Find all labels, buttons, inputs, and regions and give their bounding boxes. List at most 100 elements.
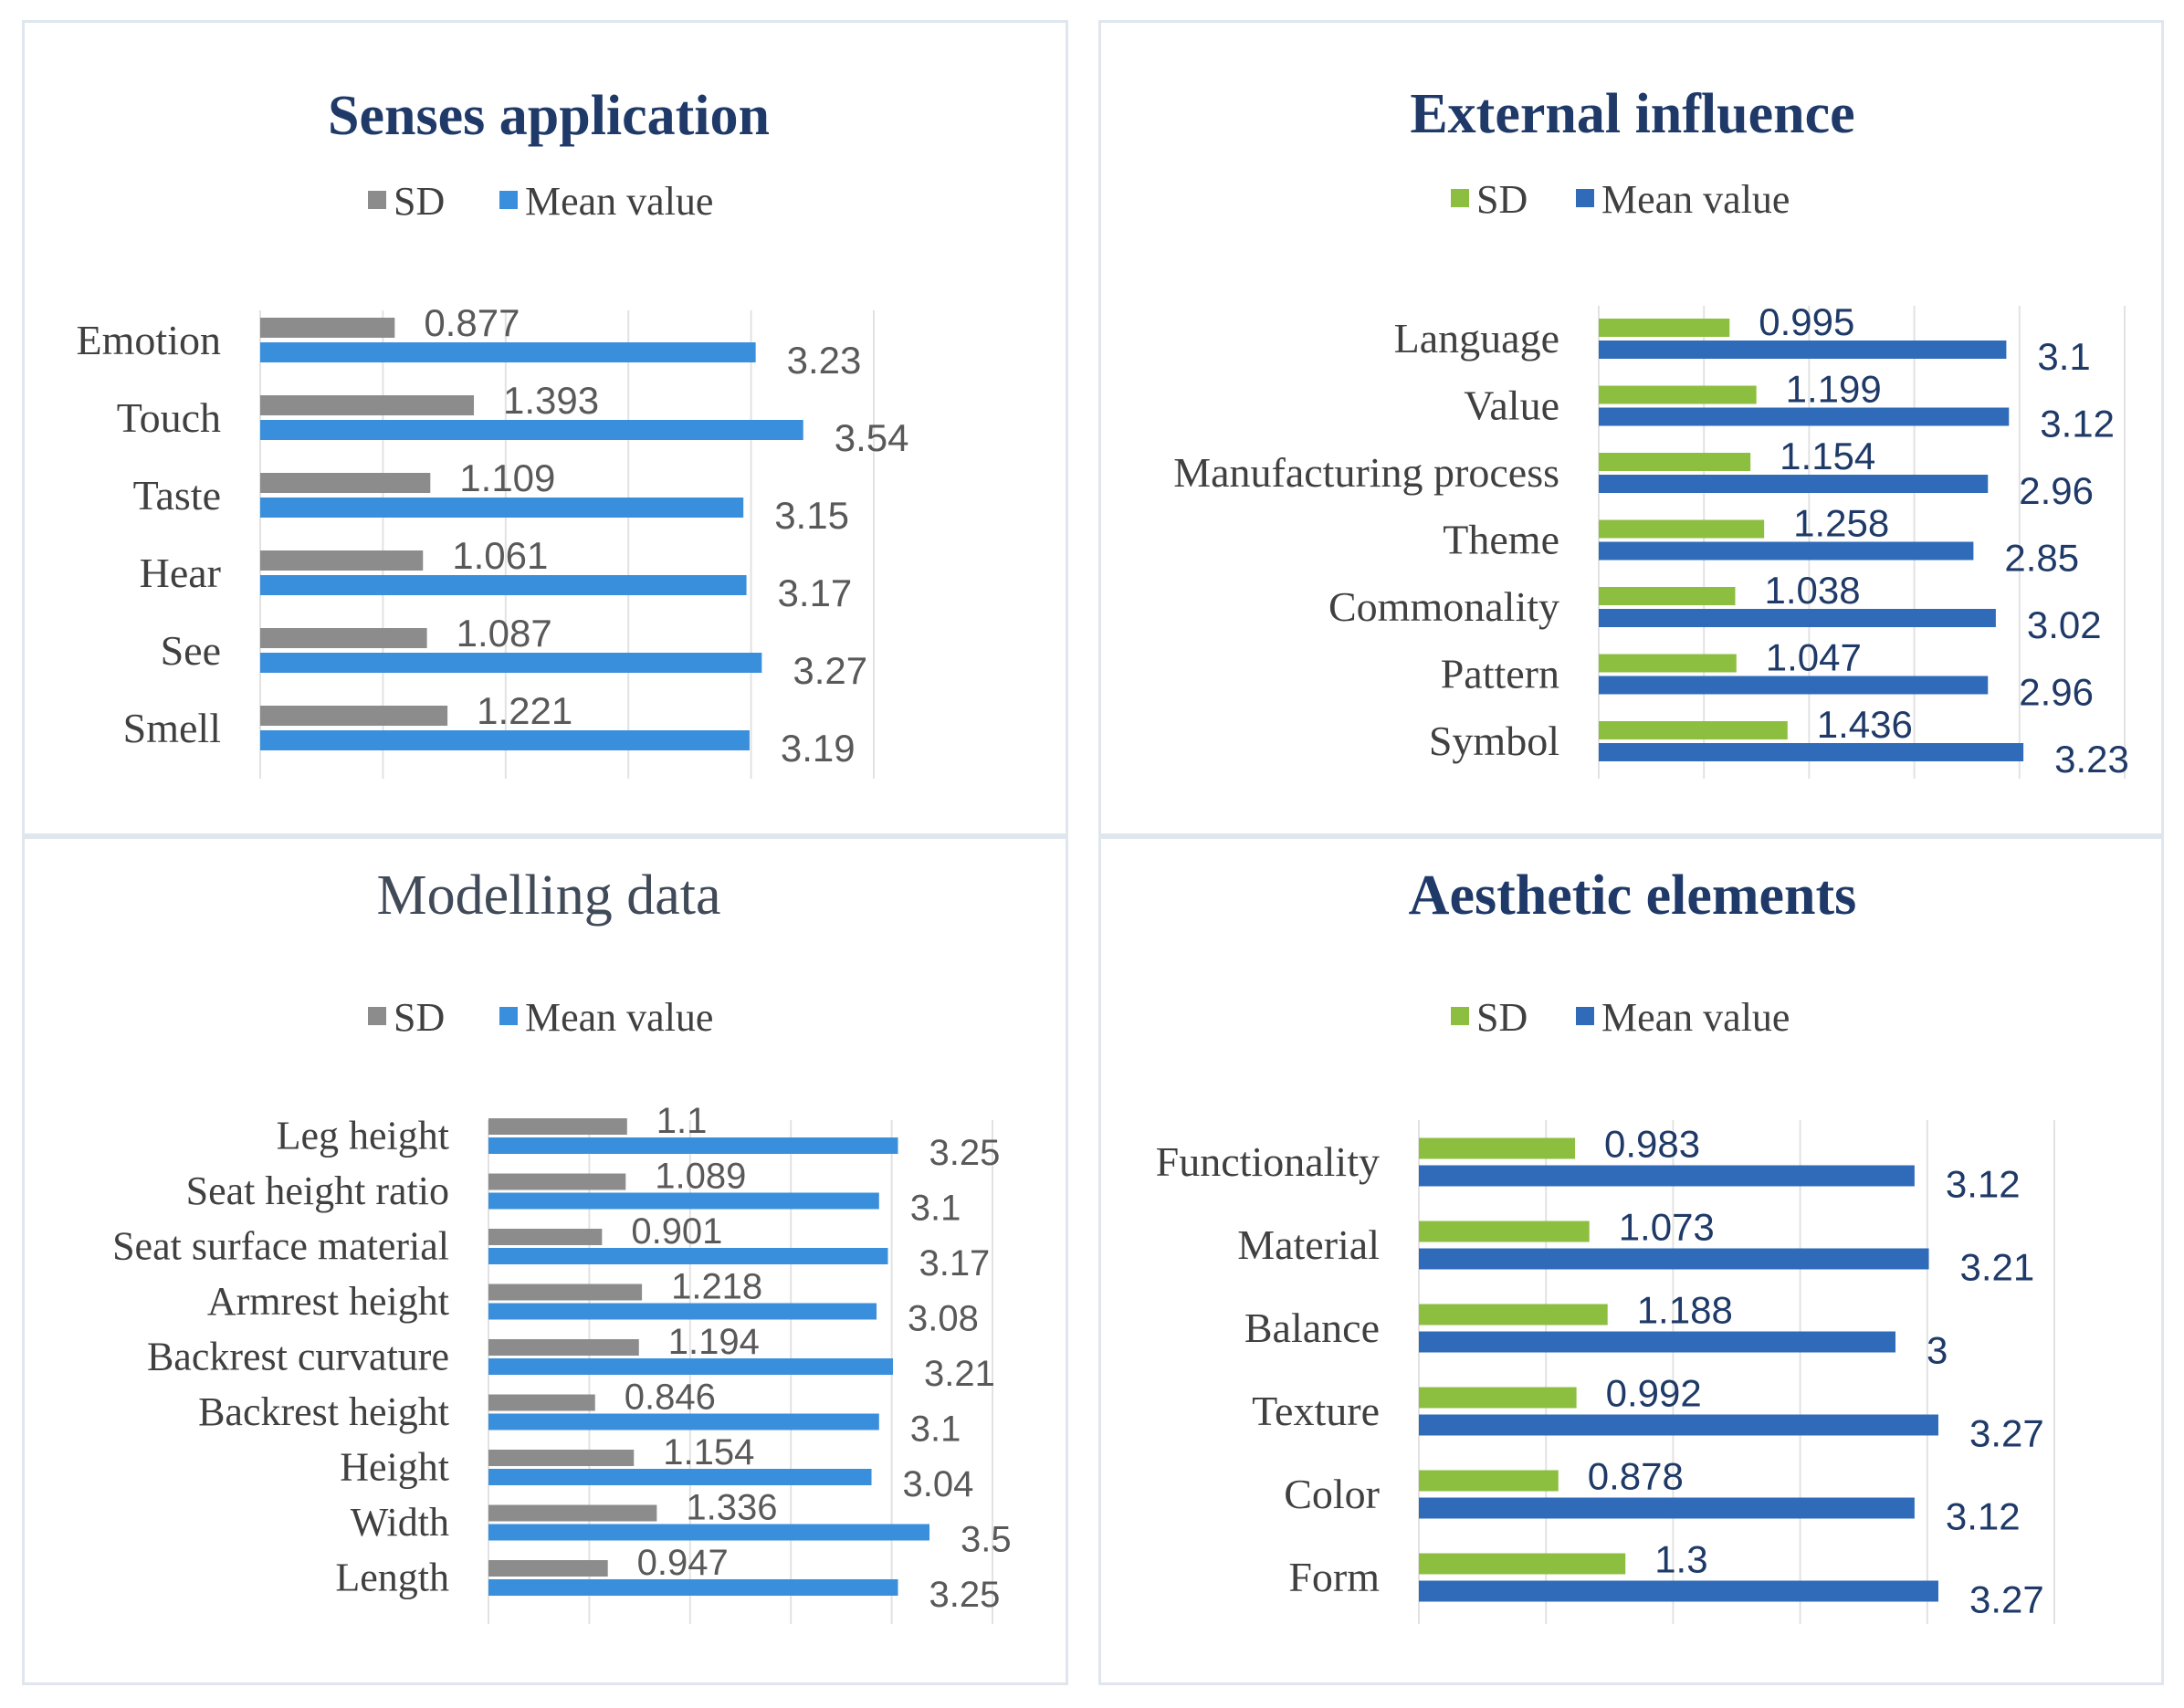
data-label-sd: 0.846: [625, 1378, 716, 1418]
data-label-mean-value: 3.23: [2054, 738, 2129, 781]
category-label: Leg height: [277, 1114, 449, 1158]
chart-external-influence: External influence SD Mean value Language 0.…: [1098, 20, 2164, 836]
data-label-sd: 0.983: [1604, 1123, 1700, 1166]
bar-mean-value: [1599, 743, 2023, 761]
bar-sd: [1419, 1138, 1575, 1159]
bar-sd: [260, 706, 447, 726]
data-label-mean-value: 3.1: [910, 1189, 961, 1229]
bar-sd: [1599, 386, 1757, 404]
data-label-mean-value: 3.23: [787, 339, 862, 382]
bar-mean-value: [1599, 341, 2006, 359]
category-label: See: [161, 627, 221, 674]
data-label-sd: 1.109: [459, 456, 555, 499]
data-label-mean-value: 3.27: [1969, 1412, 2044, 1455]
data-label-mean-value: 3.27: [793, 649, 867, 692]
bar-sd: [1419, 1305, 1608, 1326]
data-label-mean-value: 3.21: [924, 1354, 995, 1394]
data-label-mean-value: 2.96: [2019, 469, 2094, 512]
data-label-mean-value: 3.15: [774, 494, 849, 537]
bar-mean-value: [488, 1248, 887, 1264]
data-label-sd: 1.218: [671, 1267, 762, 1307]
data-label-mean-value: 2.96: [2019, 671, 2094, 714]
category-label: Symbol: [1429, 718, 1559, 764]
bar-sd: [488, 1229, 602, 1245]
legend-swatch-sd: [368, 191, 386, 209]
data-label-sd: 1.258: [1793, 502, 1889, 545]
data-label-sd: 1.038: [1764, 569, 1860, 612]
bar-mean-value: [1599, 676, 1988, 695]
category-label: Taste: [133, 472, 221, 519]
bar-sd: [1599, 655, 1737, 673]
bar-sd: [1419, 1554, 1625, 1575]
chart-title: Modelling data: [376, 864, 720, 927]
legend-label-mean-value: Mean value: [525, 179, 713, 224]
bar-mean-value: [1419, 1166, 1915, 1187]
data-label-sd: 1.061: [452, 534, 548, 577]
bar-mean-value: [1419, 1498, 1915, 1519]
data-label-sd: 0.947: [637, 1543, 729, 1583]
bar-mean-value: [260, 498, 743, 518]
bar-sd: [260, 550, 423, 571]
data-label-sd: 1.154: [663, 1432, 754, 1472]
bar-mean-value: [1419, 1249, 1929, 1270]
data-label-sd: 1.154: [1780, 435, 1875, 477]
data-label-mean-value: 3.1: [2037, 335, 2090, 378]
bar-sd: [1599, 721, 1788, 739]
category-label: Balance: [1244, 1305, 1380, 1351]
category-label: Material: [1237, 1221, 1380, 1268]
category-label: Language: [1394, 315, 1559, 362]
bar-mean-value: [488, 1414, 879, 1430]
category-label: Functionality: [1156, 1138, 1380, 1185]
bar-mean-value: [1419, 1581, 1938, 1602]
category-label: Backrest height: [198, 1389, 449, 1434]
bar-mean-value: [488, 1137, 898, 1154]
legend-label-mean-value: Mean value: [525, 995, 713, 1040]
data-label-mean-value: 3.12: [1946, 1163, 2021, 1206]
bar-sd: [1599, 453, 1750, 471]
legend-swatch-mean-value: [1576, 1007, 1594, 1025]
chart-canvas: Aesthetic elements SD Mean value Functional…: [1101, 839, 2167, 1688]
data-label-mean-value: 3.19: [781, 727, 856, 770]
bar-sd: [1419, 1388, 1577, 1409]
legend-swatch-sd: [368, 1007, 386, 1025]
data-label-mean-value: 3.25: [929, 1575, 1001, 1615]
data-label-sd: 1.393: [503, 379, 599, 422]
chart-senses-application: Senses application SD Mean value Emotion 0.8…: [22, 20, 1068, 836]
data-label-mean-value: 3.04: [903, 1464, 974, 1504]
chart-aesthetic-elements: Aesthetic elements SD Mean value Functional…: [1098, 836, 2164, 1685]
legend-swatch-sd: [1451, 189, 1469, 207]
data-label-sd: 0.995: [1759, 300, 1854, 343]
data-label-mean-value: 3.25: [929, 1133, 1001, 1173]
data-label-mean-value: 3.17: [919, 1243, 990, 1284]
data-label-sd: 1.3: [1654, 1538, 1707, 1581]
data-label-mean-value: 2.85: [2004, 537, 2079, 580]
legend-label-sd: SD: [394, 995, 445, 1040]
category-label: Form: [1288, 1554, 1380, 1600]
bar-sd: [488, 1339, 639, 1356]
category-label: Hear: [140, 550, 221, 596]
chart-canvas: External influence SD Mean value Language 0.…: [1101, 23, 2167, 839]
bar-sd: [1419, 1471, 1559, 1492]
bar-mean-value: [488, 1304, 877, 1320]
data-label-mean-value: 3.1: [910, 1409, 961, 1450]
category-label: Texture: [1252, 1388, 1380, 1434]
bar-mean-value: [260, 575, 747, 595]
bar-sd: [488, 1560, 608, 1577]
category-label: Theme: [1443, 517, 1559, 563]
data-label-mean-value: 3.21: [1960, 1246, 2035, 1289]
bar-mean-value: [488, 1579, 898, 1596]
legend-label-mean-value: Mean value: [1601, 995, 1790, 1040]
data-label-sd: 1.087: [457, 612, 552, 655]
data-label-mean-value: 3.12: [2040, 403, 2115, 445]
category-label: Color: [1284, 1471, 1380, 1517]
data-label-sd: 0.878: [1588, 1455, 1684, 1498]
bar-mean-value: [488, 1525, 929, 1541]
data-label-sd: 0.992: [1606, 1372, 1702, 1415]
bar-mean-value: [260, 342, 756, 362]
bar-sd: [1599, 319, 1729, 337]
bar-mean-value: [488, 1358, 893, 1375]
category-label: Pattern: [1441, 651, 1559, 697]
data-label-sd: 1.1: [656, 1101, 708, 1141]
category-label: Seat height ratio: [186, 1168, 449, 1213]
legend-label-sd: SD: [1476, 177, 1528, 222]
